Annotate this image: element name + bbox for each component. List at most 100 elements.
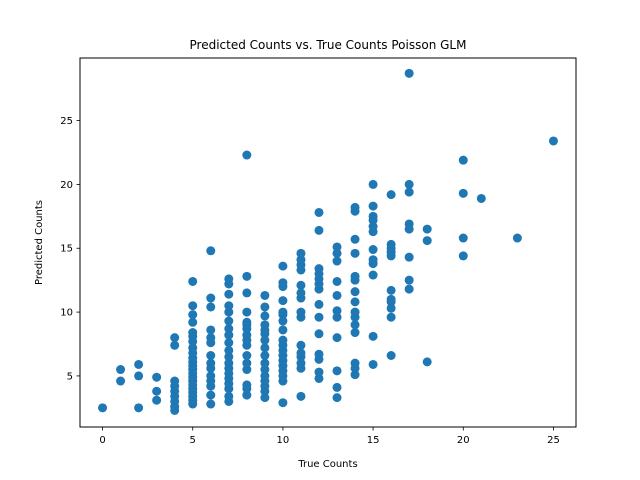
data-point: [296, 307, 306, 317]
x-tick-label: 10: [277, 435, 290, 446]
data-point: [458, 233, 468, 243]
chart-title: Predicted Counts vs. True Counts Poisson…: [190, 38, 467, 52]
data-point: [242, 390, 252, 400]
data-point: [152, 386, 162, 396]
data-point: [386, 285, 396, 295]
data-point: [404, 252, 414, 262]
data-point: [548, 136, 558, 146]
data-point: [350, 248, 360, 258]
data-point: [350, 202, 360, 212]
data-point: [206, 399, 216, 409]
data-point: [332, 312, 342, 322]
data-point: [242, 307, 252, 317]
data-point: [278, 325, 288, 335]
data-point: [386, 303, 396, 313]
y-tick-label: 25: [60, 116, 73, 127]
data-point: [260, 302, 270, 312]
data-point: [332, 393, 342, 403]
data-point: [386, 239, 396, 249]
data-point: [278, 335, 288, 345]
data-point: [242, 317, 252, 327]
data-point: [350, 328, 360, 338]
data-point: [224, 316, 234, 326]
data-point: [314, 329, 324, 339]
x-tick-label: 25: [547, 435, 560, 446]
data-point: [224, 391, 234, 401]
data-point: [242, 365, 252, 375]
data-point: [170, 376, 180, 386]
data-point: [296, 280, 306, 290]
data-point: [206, 390, 216, 400]
data-point: [368, 211, 378, 221]
data-point: [188, 317, 198, 327]
data-point: [386, 190, 396, 200]
data-point: [188, 276, 198, 286]
data-point: [296, 358, 306, 368]
data-point: [260, 371, 270, 381]
data-point: [206, 351, 216, 360]
data-point: [296, 288, 306, 298]
data-point: [368, 201, 378, 211]
data-point: [224, 345, 234, 355]
data-point: [404, 219, 414, 229]
data-point: [260, 365, 270, 375]
data-point: [134, 403, 144, 413]
data-point: [314, 225, 324, 235]
data-point: [98, 403, 108, 413]
data-point: [314, 207, 324, 217]
data-point: [242, 288, 252, 298]
points-layer: [98, 68, 558, 415]
data-point: [314, 264, 324, 274]
data-point: [188, 343, 198, 353]
data-point: [260, 290, 270, 300]
data-point: [224, 352, 234, 362]
y-tick-label: 10: [60, 308, 73, 319]
x-axis: 0 5 10 15 20 25: [99, 427, 560, 446]
data-point: [314, 373, 324, 383]
y-tick-label: 5: [67, 371, 73, 382]
data-point: [314, 367, 324, 377]
data-point: [368, 245, 378, 255]
y-tick-label: 20: [60, 180, 73, 191]
data-point: [188, 328, 198, 338]
data-point: [350, 320, 360, 330]
data-point: [260, 343, 270, 353]
data-point: [134, 359, 144, 369]
x-tick-label: 0: [99, 435, 105, 446]
data-point: [116, 365, 126, 375]
data-point: [404, 179, 414, 189]
data-point: [386, 312, 396, 322]
data-point: [386, 351, 396, 360]
data-point: [368, 270, 378, 280]
data-point: [278, 261, 288, 271]
x-tick-label: 20: [457, 435, 470, 446]
data-point: [332, 333, 342, 343]
data-point: [458, 155, 468, 165]
data-point: [296, 391, 306, 401]
data-point: [404, 187, 414, 197]
data-point: [224, 274, 234, 284]
plot-frame: [79, 57, 577, 428]
data-point: [350, 358, 360, 368]
data-point: [206, 293, 216, 303]
data-point: [350, 370, 360, 380]
data-point: [350, 234, 360, 244]
data-point: [278, 398, 288, 408]
data-point: [332, 248, 342, 258]
data-point: [350, 307, 360, 317]
data-point: [512, 233, 522, 243]
data-point: [260, 320, 270, 330]
data-point: [368, 179, 378, 189]
data-point: [242, 150, 252, 160]
data-point: [332, 242, 342, 252]
data-point: [242, 330, 252, 340]
x-axis-label: True Counts: [297, 459, 357, 470]
data-point: [386, 294, 396, 304]
data-point: [404, 68, 414, 78]
data-point: [188, 310, 198, 320]
data-point: [332, 306, 342, 316]
data-point: [278, 316, 288, 326]
data-point: [422, 224, 432, 234]
